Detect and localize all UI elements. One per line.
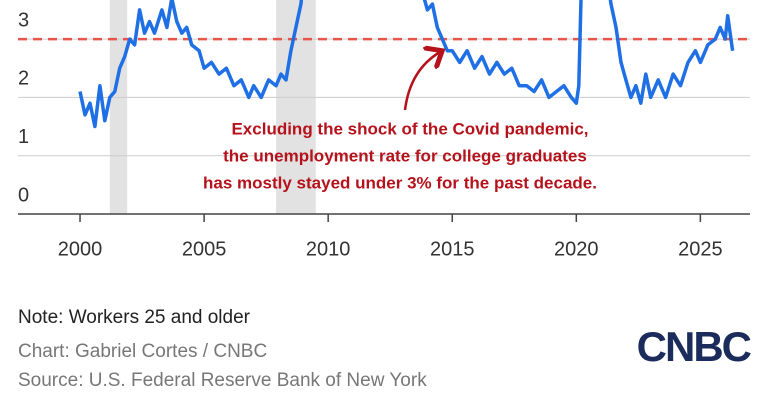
credit: Chart: Gabriel Cortes / CNBC [18,341,267,362]
note: Note: Workers 25 and older [18,307,251,328]
y-tick-label: 0 [18,184,29,206]
background [18,0,750,222]
x-tick-label: 2010 [306,238,351,260]
y-tick-label: 3 [18,9,29,31]
x-tick-label: 2020 [554,238,599,260]
annotation: has mostly stayed under 3% for the past … [203,173,597,192]
x-tick-label: 2015 [430,238,475,260]
x-tick-label: 2025 [678,238,723,260]
series-line [78,0,735,129]
annotation: the unemployment rate for college gradua… [223,146,587,165]
x-tick-label: 2005 [182,238,227,260]
y-tick-label: 2 [18,68,29,90]
recession-band [109,0,128,214]
annotation: Excluding the shock of the Covid pandemi… [231,119,588,138]
x-tick-label: 2000 [58,238,103,260]
source: Source: U.S. Federal Reserve Bank of New… [18,370,427,391]
y-tick-label: 1 [18,126,29,148]
logo: CNBC [637,323,752,370]
arrow [403,52,440,111]
